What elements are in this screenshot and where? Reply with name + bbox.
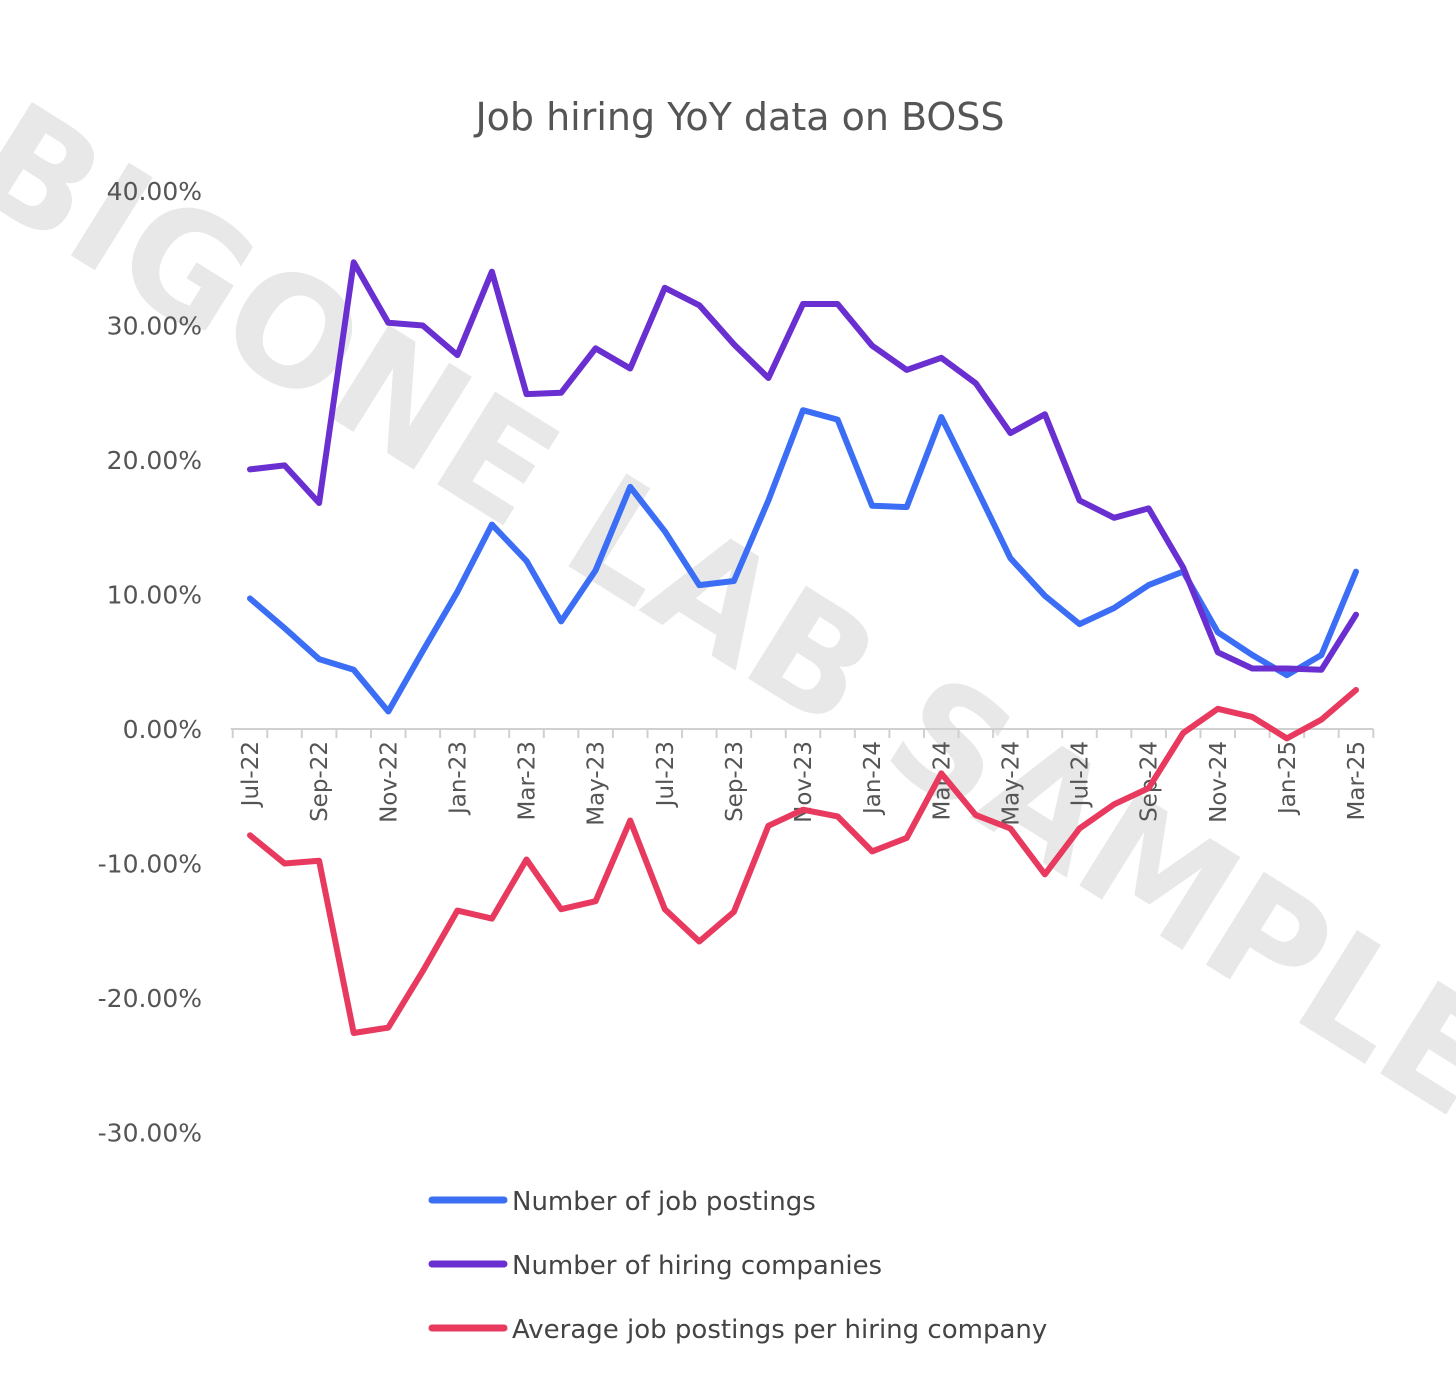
x-axis: Jul-22 Sep-22 Nov-22 Jan-23 Mar-23 May-23 Jul-… — [230, 728, 1375, 826]
x-tick-label: Sep-23 — [722, 741, 748, 822]
x-tick-label: Nov-24 — [1206, 741, 1232, 823]
x-tick-label: Sep-22 — [307, 741, 333, 822]
x-tick-label: Nov-22 — [376, 741, 402, 823]
y-tick-label: -10.00% — [98, 850, 202, 879]
x-tick-label: Jan-23 — [445, 741, 471, 816]
plot-area — [247, 259, 1359, 1036]
legend-label: Number of job postings — [512, 1187, 816, 1217]
y-tick-label: 30.00% — [107, 312, 202, 341]
y-tick-label: 10.00% — [107, 581, 202, 610]
legend-label: Number of hiring companies — [512, 1251, 882, 1281]
y-tick-label: -20.00% — [98, 984, 202, 1013]
chart-title: Job hiring YoY data on BOSS — [473, 95, 1004, 139]
x-tick-label: Jul-24 — [1068, 741, 1094, 808]
y-tick-label: 0.00% — [123, 715, 202, 744]
y-tick-label: 20.00% — [107, 446, 202, 475]
series-line-2 — [247, 259, 1359, 673]
x-tick-label: May-23 — [584, 741, 610, 826]
x-tick-label: Jan-24 — [860, 741, 886, 816]
legend: Number of job postings Number of hiring c… — [428, 1187, 1047, 1345]
watermark: BIGONE LAB SAMPLE — [0, 70, 1456, 1151]
x-tick-label: May-24 — [998, 741, 1024, 826]
x-tick-label: Jan-25 — [1275, 741, 1301, 816]
legend-label: Average job postings per hiring company — [512, 1315, 1047, 1345]
x-tick-label: Mar-24 — [929, 741, 955, 821]
series-line-3 — [247, 687, 1359, 1036]
x-tick-label: Jul-23 — [653, 741, 679, 808]
y-tick-label: -30.00% — [98, 1119, 202, 1148]
x-tick-label: Jul-22 — [238, 741, 264, 808]
y-tick-label: 40.00% — [107, 177, 202, 206]
x-tick-label: Mar-25 — [1344, 741, 1370, 821]
y-axis: 40.00% 30.00% 20.00% 10.00% 0.00% -10.00% -20.… — [98, 177, 202, 1148]
series-line-1 — [247, 407, 1359, 715]
x-tick-label: Mar-23 — [515, 741, 541, 821]
